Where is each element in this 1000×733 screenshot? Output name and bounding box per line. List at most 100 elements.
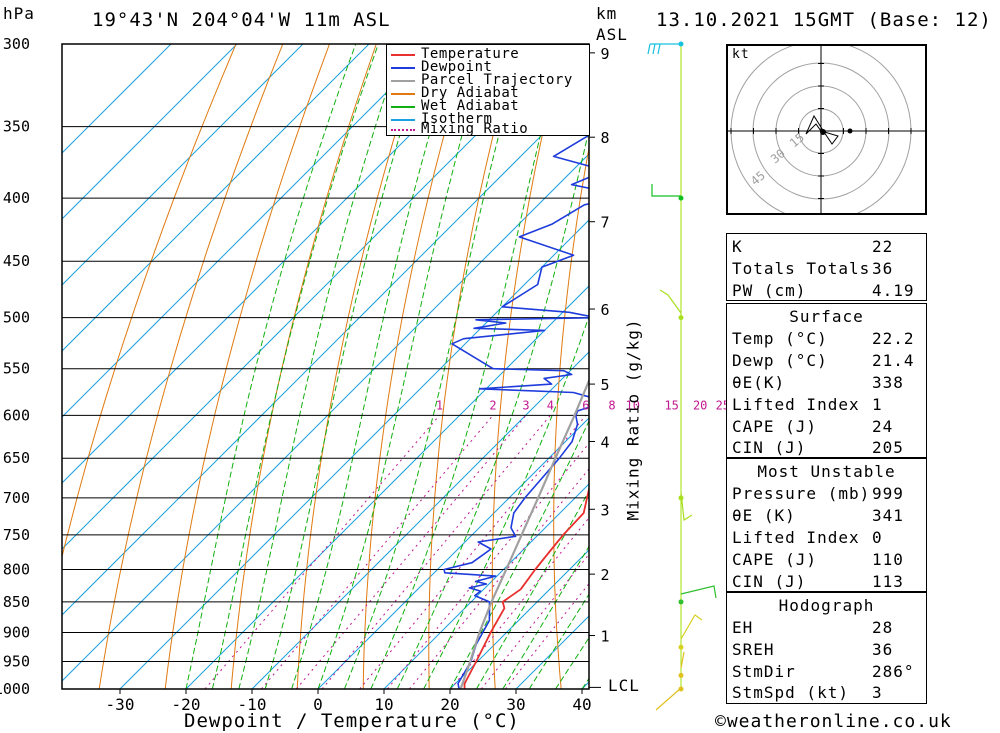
index-row: PW (cm) 4.19 <box>727 280 926 301</box>
isotherm-line <box>317 417 589 689</box>
legend-item: Dry Adiabat <box>389 85 589 101</box>
index-key: PW (cm) <box>732 281 807 300</box>
legend-label: Dewpoint <box>421 59 493 75</box>
wet-adiabat-line <box>555 636 589 689</box>
wind-level-dot <box>678 686 684 692</box>
chart-legend: Temperature Dewpoint Parcel Trajectory D… <box>386 44 590 136</box>
legend-item: Dewpoint <box>389 59 589 75</box>
index-key: Temp (°C) <box>732 329 828 348</box>
mixing-ratio-line <box>359 415 587 689</box>
pressure-tick-label: 1000 <box>0 680 30 698</box>
index-key: θE(K) <box>732 373 786 392</box>
mixing-ratio-line <box>260 415 494 689</box>
hodograph-ring-label: 30 <box>768 146 788 166</box>
index-value: 205 <box>872 438 904 457</box>
km-tick-label: 7 <box>600 214 609 232</box>
copyright-text[interactable]: ©weatheronline.co.uk <box>715 711 952 732</box>
wind-level-dot <box>678 672 684 678</box>
wet-adiabat-line <box>475 489 589 689</box>
index-row: Temp (°C) 22.2 <box>727 328 926 349</box>
temperature-tick-label: -10 <box>238 695 267 714</box>
mixing-ratio-line <box>204 415 440 689</box>
pressure-tick-label: 550 <box>3 360 30 378</box>
isotherm-line <box>185 285 589 689</box>
legend-label: Parcel Trajectory <box>421 72 573 88</box>
mixing-ratio-label: 15 <box>664 398 678 412</box>
legend-swatch <box>391 129 415 131</box>
most-unstable-title: Most Unstable <box>757 462 896 481</box>
mixing-ratio-axis-label: Mixing Ratio (g/kg) <box>623 318 643 521</box>
index-key: StmDir <box>732 662 796 681</box>
mixing-ratio-label: 20 <box>693 398 707 412</box>
indices-surface-box: Surface Temp (°C) 22.2 Dewp (°C) 21.4 θE(K… <box>726 303 927 458</box>
lcl-label: LCL <box>608 676 640 695</box>
pressure-tick-label: 900 <box>3 624 30 642</box>
index-key: Totals Totals <box>732 259 871 278</box>
legend-swatch <box>391 54 415 56</box>
wind-barb <box>655 687 682 711</box>
pressure-tick-label: 350 <box>3 118 30 136</box>
wet-adiabat-line <box>396 128 589 689</box>
index-key: Pressure (mb) <box>732 484 871 503</box>
legend-label: Mixing Ratio <box>421 121 529 137</box>
dry-adiabat-line <box>98 44 284 689</box>
pressure-tick-label: 850 <box>3 593 30 611</box>
index-key: SREH <box>732 640 775 659</box>
index-row: CAPE (J) 24 <box>727 416 926 437</box>
index-row: θE(K) 338 <box>727 372 926 393</box>
legend-swatch <box>391 93 415 95</box>
mixing-ratio-label: 8 <box>608 398 615 412</box>
legend-item: Isotherm <box>389 112 589 126</box>
index-row: SREH 36 <box>727 639 926 660</box>
km-tick-label: 2 <box>600 566 609 584</box>
wind-barb <box>647 43 681 55</box>
index-value: 999 <box>872 484 904 503</box>
series-dewpoint <box>443 44 589 689</box>
km-tick-label: 8 <box>600 129 609 147</box>
index-value: 36 <box>872 259 894 278</box>
wind-barb <box>659 289 682 314</box>
pressure-tick-label: 600 <box>3 406 30 424</box>
height-unit-km: km <box>596 4 618 23</box>
legend-swatch <box>391 80 415 82</box>
mixing-ratio-label: 10 <box>626 398 640 412</box>
mixing-ratio-line <box>450 516 589 689</box>
index-row: Pressure (mb) 999 <box>727 483 926 504</box>
wind-barb <box>680 585 717 599</box>
index-value: 22.2 <box>872 329 915 348</box>
series-parcel-trajectory <box>459 377 589 689</box>
legend-label: Dry Adiabat <box>421 85 520 101</box>
pressure-tick-label: 700 <box>3 489 30 507</box>
location-title: 19°43'N 204°04'W 11m ASL <box>92 9 391 31</box>
km-tick-label: 6 <box>600 301 609 319</box>
index-row: Lifted Index 0 <box>727 527 926 548</box>
legend-item: Mixing Ratio <box>389 121 589 137</box>
height-unit-asl: ASL <box>596 25 628 44</box>
isotherm-line <box>62 44 172 154</box>
x-axis-label: Dewpoint / Temperature (°C) <box>184 710 520 732</box>
pressure-tick-label: 450 <box>3 252 30 270</box>
hodograph-panel: kt 15 30 45 <box>726 44 927 215</box>
legend-swatch <box>391 67 415 69</box>
index-value: 286° <box>872 662 915 681</box>
isotherm-line <box>62 44 370 352</box>
wet-adiabat-line <box>211 44 379 689</box>
skew-t-diagram: 3003504004505005506006507007508008509009… <box>0 35 730 714</box>
isotherm-line <box>449 549 589 689</box>
pressure-tick-label: 650 <box>3 449 30 467</box>
wind-barb <box>680 651 685 669</box>
legend-item: Parcel Trajectory <box>389 72 589 88</box>
wind-level-dot <box>678 195 684 201</box>
indices-general-box: K 22 Totals Totals 36 PW (cm) 4.19 <box>726 233 927 301</box>
pressure-tick-label: 750 <box>3 526 30 544</box>
isotherm-line <box>62 44 238 220</box>
index-key: K <box>732 237 743 256</box>
wind-level-dot <box>678 644 684 650</box>
hodograph-title: Hodograph <box>778 596 875 615</box>
index-key: EH <box>732 618 754 637</box>
index-key: CIN (J) <box>732 572 807 591</box>
index-key: StmSpd (kt) <box>732 683 849 702</box>
temperature-tick-label: 0 <box>313 695 323 714</box>
wet-adiabat-line <box>291 44 457 689</box>
